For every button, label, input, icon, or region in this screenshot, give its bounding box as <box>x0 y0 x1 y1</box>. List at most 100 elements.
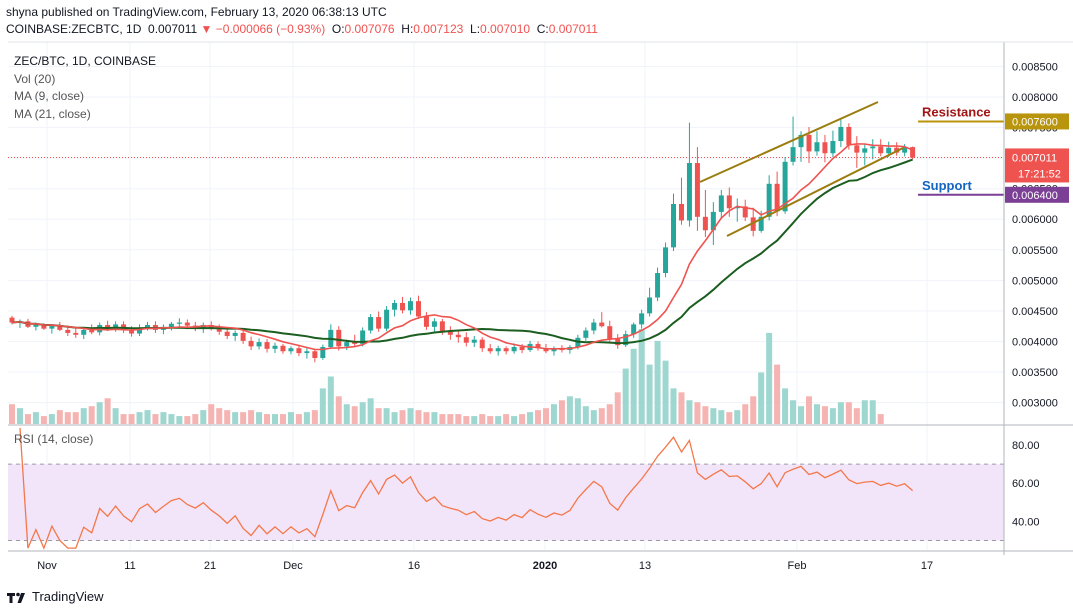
candle-body <box>910 147 916 158</box>
volume-bar <box>758 372 765 424</box>
candle-body <box>519 346 525 351</box>
candle-body <box>49 326 55 329</box>
candle-body <box>774 183 780 212</box>
candle-body <box>81 329 87 335</box>
candle-body <box>256 342 262 347</box>
rsi-line <box>19 427 914 550</box>
candle-body <box>431 321 437 327</box>
volume-bar <box>120 414 127 424</box>
volume-bar <box>471 416 478 424</box>
time-tick-label: Nov <box>37 560 57 572</box>
open-value: 0.007076 <box>344 22 395 36</box>
volume-bar <box>495 416 502 424</box>
candle-body <box>710 211 716 231</box>
support-price-tag-text: 0.006400 <box>1012 190 1058 202</box>
candle-body <box>392 302 398 310</box>
volume-bar <box>287 412 294 424</box>
candle-body <box>216 328 222 332</box>
price-tick-label: 0.003000 <box>1012 398 1058 410</box>
moving-averages <box>11 143 913 351</box>
volume-bar <box>48 414 55 424</box>
pair-label: ZEC/BTC, 1D, COINBASE <box>14 54 157 68</box>
candle-body <box>702 216 708 231</box>
volume-bar <box>303 412 310 424</box>
candle-body <box>312 351 318 358</box>
candle-body <box>463 337 469 343</box>
volume-bar <box>806 396 812 424</box>
candle-body <box>184 322 190 326</box>
volume-bar <box>463 416 470 424</box>
channel-upper-line <box>699 101 879 183</box>
ma21-label: MA (21, close) <box>14 106 91 121</box>
candle-body <box>288 348 294 352</box>
volume-bar <box>192 414 199 424</box>
volume-bar <box>224 410 231 424</box>
time-tick-label: 11 <box>124 560 135 572</box>
time-tick-label: 16 <box>408 560 420 572</box>
volume-bar <box>72 412 79 424</box>
candle-body <box>320 346 326 358</box>
volume-bars <box>9 329 884 424</box>
footer[interactable]: TradingView <box>6 589 104 604</box>
countdown-text: 17:21:52 <box>1018 168 1061 180</box>
volume-bar <box>9 404 15 424</box>
candle-body <box>678 203 684 221</box>
candle-body <box>415 301 421 317</box>
candle-body <box>129 329 135 334</box>
candle-body <box>543 348 549 352</box>
volume-bar <box>614 392 621 424</box>
candle-body <box>830 141 836 154</box>
volume-bar <box>279 414 286 424</box>
close-value: 0.007011 <box>548 22 598 36</box>
close-label: C: <box>536 22 549 36</box>
candle-body <box>671 203 677 248</box>
volume-bar <box>375 408 382 424</box>
volume-bar <box>558 400 565 424</box>
volume-bar <box>845 402 852 424</box>
volume-bar <box>351 406 358 424</box>
candle-body <box>615 339 621 346</box>
volume-bar <box>734 410 741 424</box>
candle-body <box>487 348 493 352</box>
volume-bar <box>519 414 526 424</box>
price-change: −0.000066 (−0.93%) <box>215 22 326 36</box>
candle-body <box>766 183 772 217</box>
publisher-line: shyna published on TradingView.com, Febr… <box>6 5 387 19</box>
candle-body <box>854 145 860 153</box>
time-tick-label: 17 <box>921 560 933 572</box>
volume-bar <box>56 410 63 424</box>
volume-bar <box>80 408 87 424</box>
rsi-panel <box>8 427 1004 550</box>
volume-bar <box>439 414 446 424</box>
resistance-price-tag <box>1005 113 1069 130</box>
candle-body <box>368 317 374 331</box>
volume-bar <box>176 416 183 424</box>
volume-bar <box>853 408 860 424</box>
volume-bar <box>750 396 757 424</box>
volume-bar <box>112 408 119 424</box>
low-value: 0.007010 <box>480 22 531 36</box>
volume-bar <box>877 414 884 424</box>
volume-bar <box>216 408 223 424</box>
rsi-band <box>8 464 1004 541</box>
candle-body <box>750 217 756 231</box>
volume-bar <box>678 392 685 424</box>
volume-bar <box>200 410 207 424</box>
candle-body <box>870 146 876 149</box>
volume-bar <box>359 402 366 424</box>
candle-body <box>280 345 286 352</box>
price-tick-label: 0.008500 <box>1012 61 1058 73</box>
candle-body <box>264 342 270 349</box>
candle-body <box>583 330 589 338</box>
candle-body <box>232 332 238 336</box>
candle-body <box>176 322 182 324</box>
volume-bar <box>766 332 773 424</box>
symbol-line: COINBASE:ZECBTC, 1D 0.007011 ▼ −0.000066… <box>6 22 598 36</box>
volume-bar <box>311 410 318 424</box>
candle-body <box>551 348 557 352</box>
candle-body <box>352 342 358 344</box>
candle-body <box>694 163 700 217</box>
candle-body <box>408 301 413 311</box>
volume-bar <box>96 402 103 424</box>
